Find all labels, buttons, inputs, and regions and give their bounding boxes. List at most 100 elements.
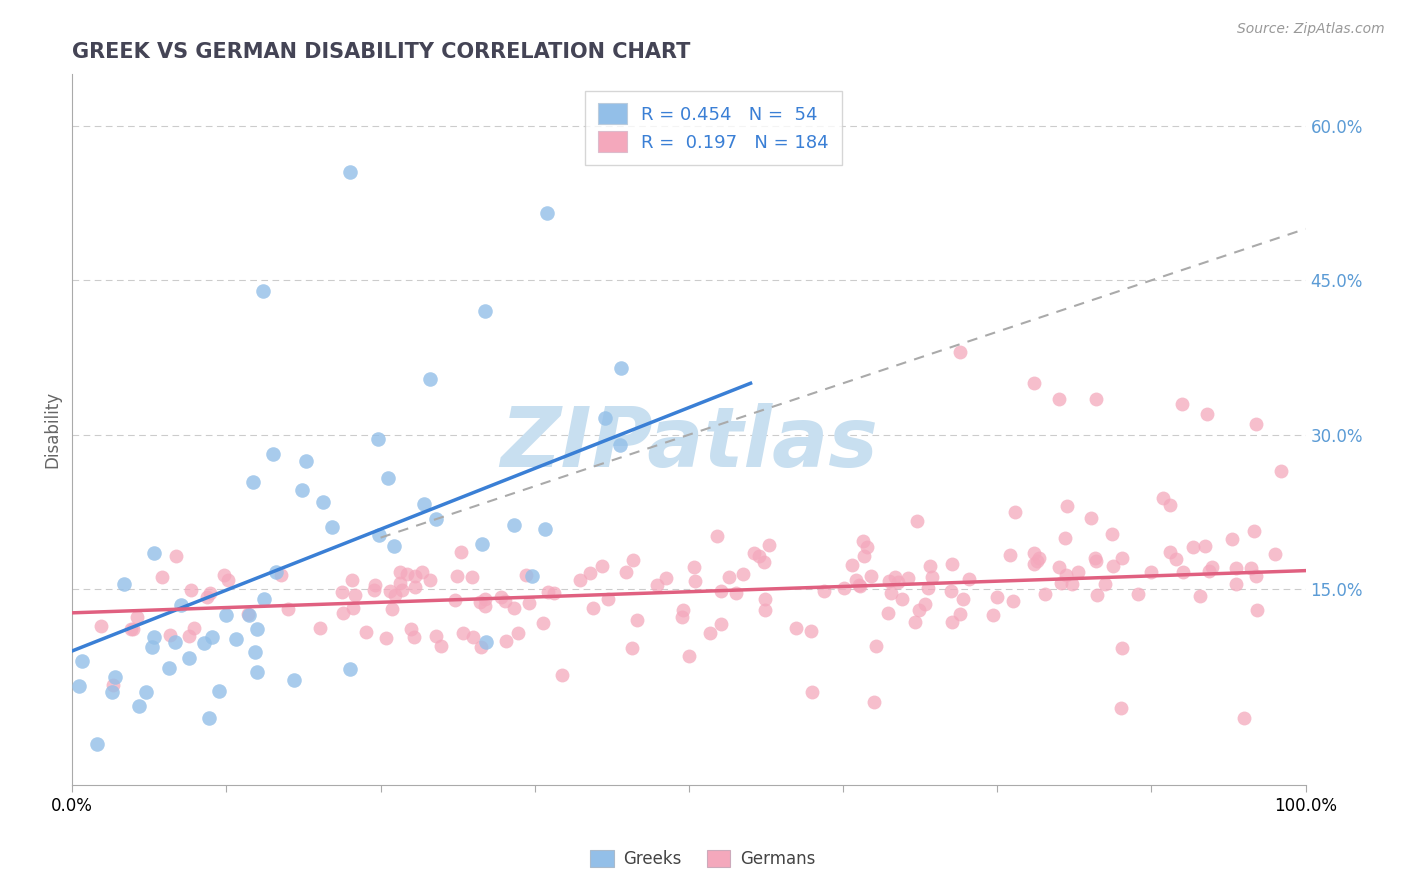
Point bbox=[537, 584, 560, 599]
Point bbox=[253, 592, 276, 607]
Point bbox=[1049, 560, 1071, 574]
Point bbox=[1171, 397, 1194, 411]
Point bbox=[981, 608, 1004, 623]
Point bbox=[90, 618, 112, 632]
Point bbox=[717, 570, 740, 584]
Point bbox=[579, 566, 602, 580]
Point bbox=[1084, 554, 1107, 568]
Point bbox=[165, 549, 187, 563]
Point bbox=[180, 583, 202, 598]
Point bbox=[270, 568, 292, 582]
Point bbox=[1056, 499, 1078, 513]
Point bbox=[914, 597, 936, 611]
Point bbox=[264, 565, 287, 579]
Point bbox=[404, 580, 426, 594]
Point bbox=[321, 520, 343, 534]
Point bbox=[1270, 464, 1292, 478]
Point bbox=[461, 570, 484, 584]
Point bbox=[1102, 558, 1125, 573]
Point bbox=[143, 630, 166, 644]
Point bbox=[534, 522, 557, 536]
Point bbox=[908, 603, 931, 617]
Point bbox=[957, 572, 980, 586]
Point bbox=[141, 640, 163, 654]
Point bbox=[295, 454, 318, 468]
Point bbox=[841, 558, 863, 572]
Point bbox=[468, 595, 491, 609]
Point bbox=[515, 568, 537, 582]
Point bbox=[291, 483, 314, 497]
Text: GREEK VS GERMAN DISABILITY CORRELATION CHART: GREEK VS GERMAN DISABILITY CORRELATION C… bbox=[72, 42, 690, 62]
Point bbox=[1111, 551, 1133, 566]
Point bbox=[877, 574, 900, 589]
Point bbox=[450, 545, 472, 559]
Point bbox=[591, 558, 613, 573]
Point bbox=[845, 573, 868, 587]
Point bbox=[672, 603, 695, 617]
Point bbox=[1152, 491, 1174, 505]
Point bbox=[419, 573, 441, 587]
Point bbox=[412, 497, 434, 511]
Point bbox=[342, 600, 364, 615]
Point bbox=[135, 685, 157, 699]
Point bbox=[536, 206, 558, 220]
Point bbox=[986, 590, 1008, 604]
Point bbox=[645, 578, 668, 592]
Point bbox=[877, 606, 900, 620]
Point bbox=[1054, 531, 1077, 545]
Point bbox=[531, 616, 554, 631]
Point bbox=[1164, 552, 1187, 566]
Point bbox=[1173, 565, 1195, 579]
Point bbox=[1004, 505, 1026, 519]
Point bbox=[917, 581, 939, 595]
Point bbox=[340, 573, 363, 587]
Point bbox=[801, 685, 824, 699]
Point bbox=[312, 495, 335, 509]
Point bbox=[1060, 577, 1083, 591]
Point bbox=[1054, 568, 1077, 582]
Point bbox=[474, 591, 496, 606]
Point bbox=[339, 663, 361, 677]
Point bbox=[451, 625, 474, 640]
Point bbox=[382, 540, 405, 554]
Point bbox=[238, 607, 260, 622]
Point bbox=[1264, 547, 1286, 561]
Point bbox=[1220, 533, 1243, 547]
Point bbox=[101, 678, 124, 692]
Point bbox=[404, 569, 426, 583]
Point bbox=[852, 549, 875, 563]
Point bbox=[683, 574, 706, 589]
Point bbox=[411, 565, 433, 579]
Point bbox=[236, 607, 259, 622]
Point bbox=[1028, 551, 1050, 566]
Point bbox=[157, 661, 180, 675]
Point bbox=[217, 573, 239, 587]
Point bbox=[610, 360, 633, 375]
Point bbox=[800, 624, 823, 639]
Point bbox=[86, 737, 108, 751]
Point bbox=[863, 695, 886, 709]
Point bbox=[949, 345, 972, 359]
Point bbox=[470, 640, 492, 655]
Point bbox=[503, 601, 526, 615]
Point bbox=[101, 685, 124, 699]
Point bbox=[388, 576, 411, 591]
Point bbox=[474, 635, 496, 649]
Point bbox=[520, 569, 543, 583]
Point bbox=[626, 613, 648, 627]
Point bbox=[143, 546, 166, 560]
Point bbox=[121, 622, 143, 636]
Point bbox=[699, 626, 721, 640]
Point bbox=[252, 284, 274, 298]
Point bbox=[1047, 392, 1070, 406]
Point bbox=[332, 584, 354, 599]
Point bbox=[283, 673, 305, 687]
Point bbox=[208, 684, 231, 698]
Point bbox=[389, 565, 412, 579]
Point bbox=[446, 569, 468, 583]
Point bbox=[543, 586, 565, 600]
Point bbox=[1111, 641, 1133, 656]
Point bbox=[425, 512, 447, 526]
Point bbox=[277, 602, 299, 616]
Point bbox=[1084, 551, 1107, 566]
